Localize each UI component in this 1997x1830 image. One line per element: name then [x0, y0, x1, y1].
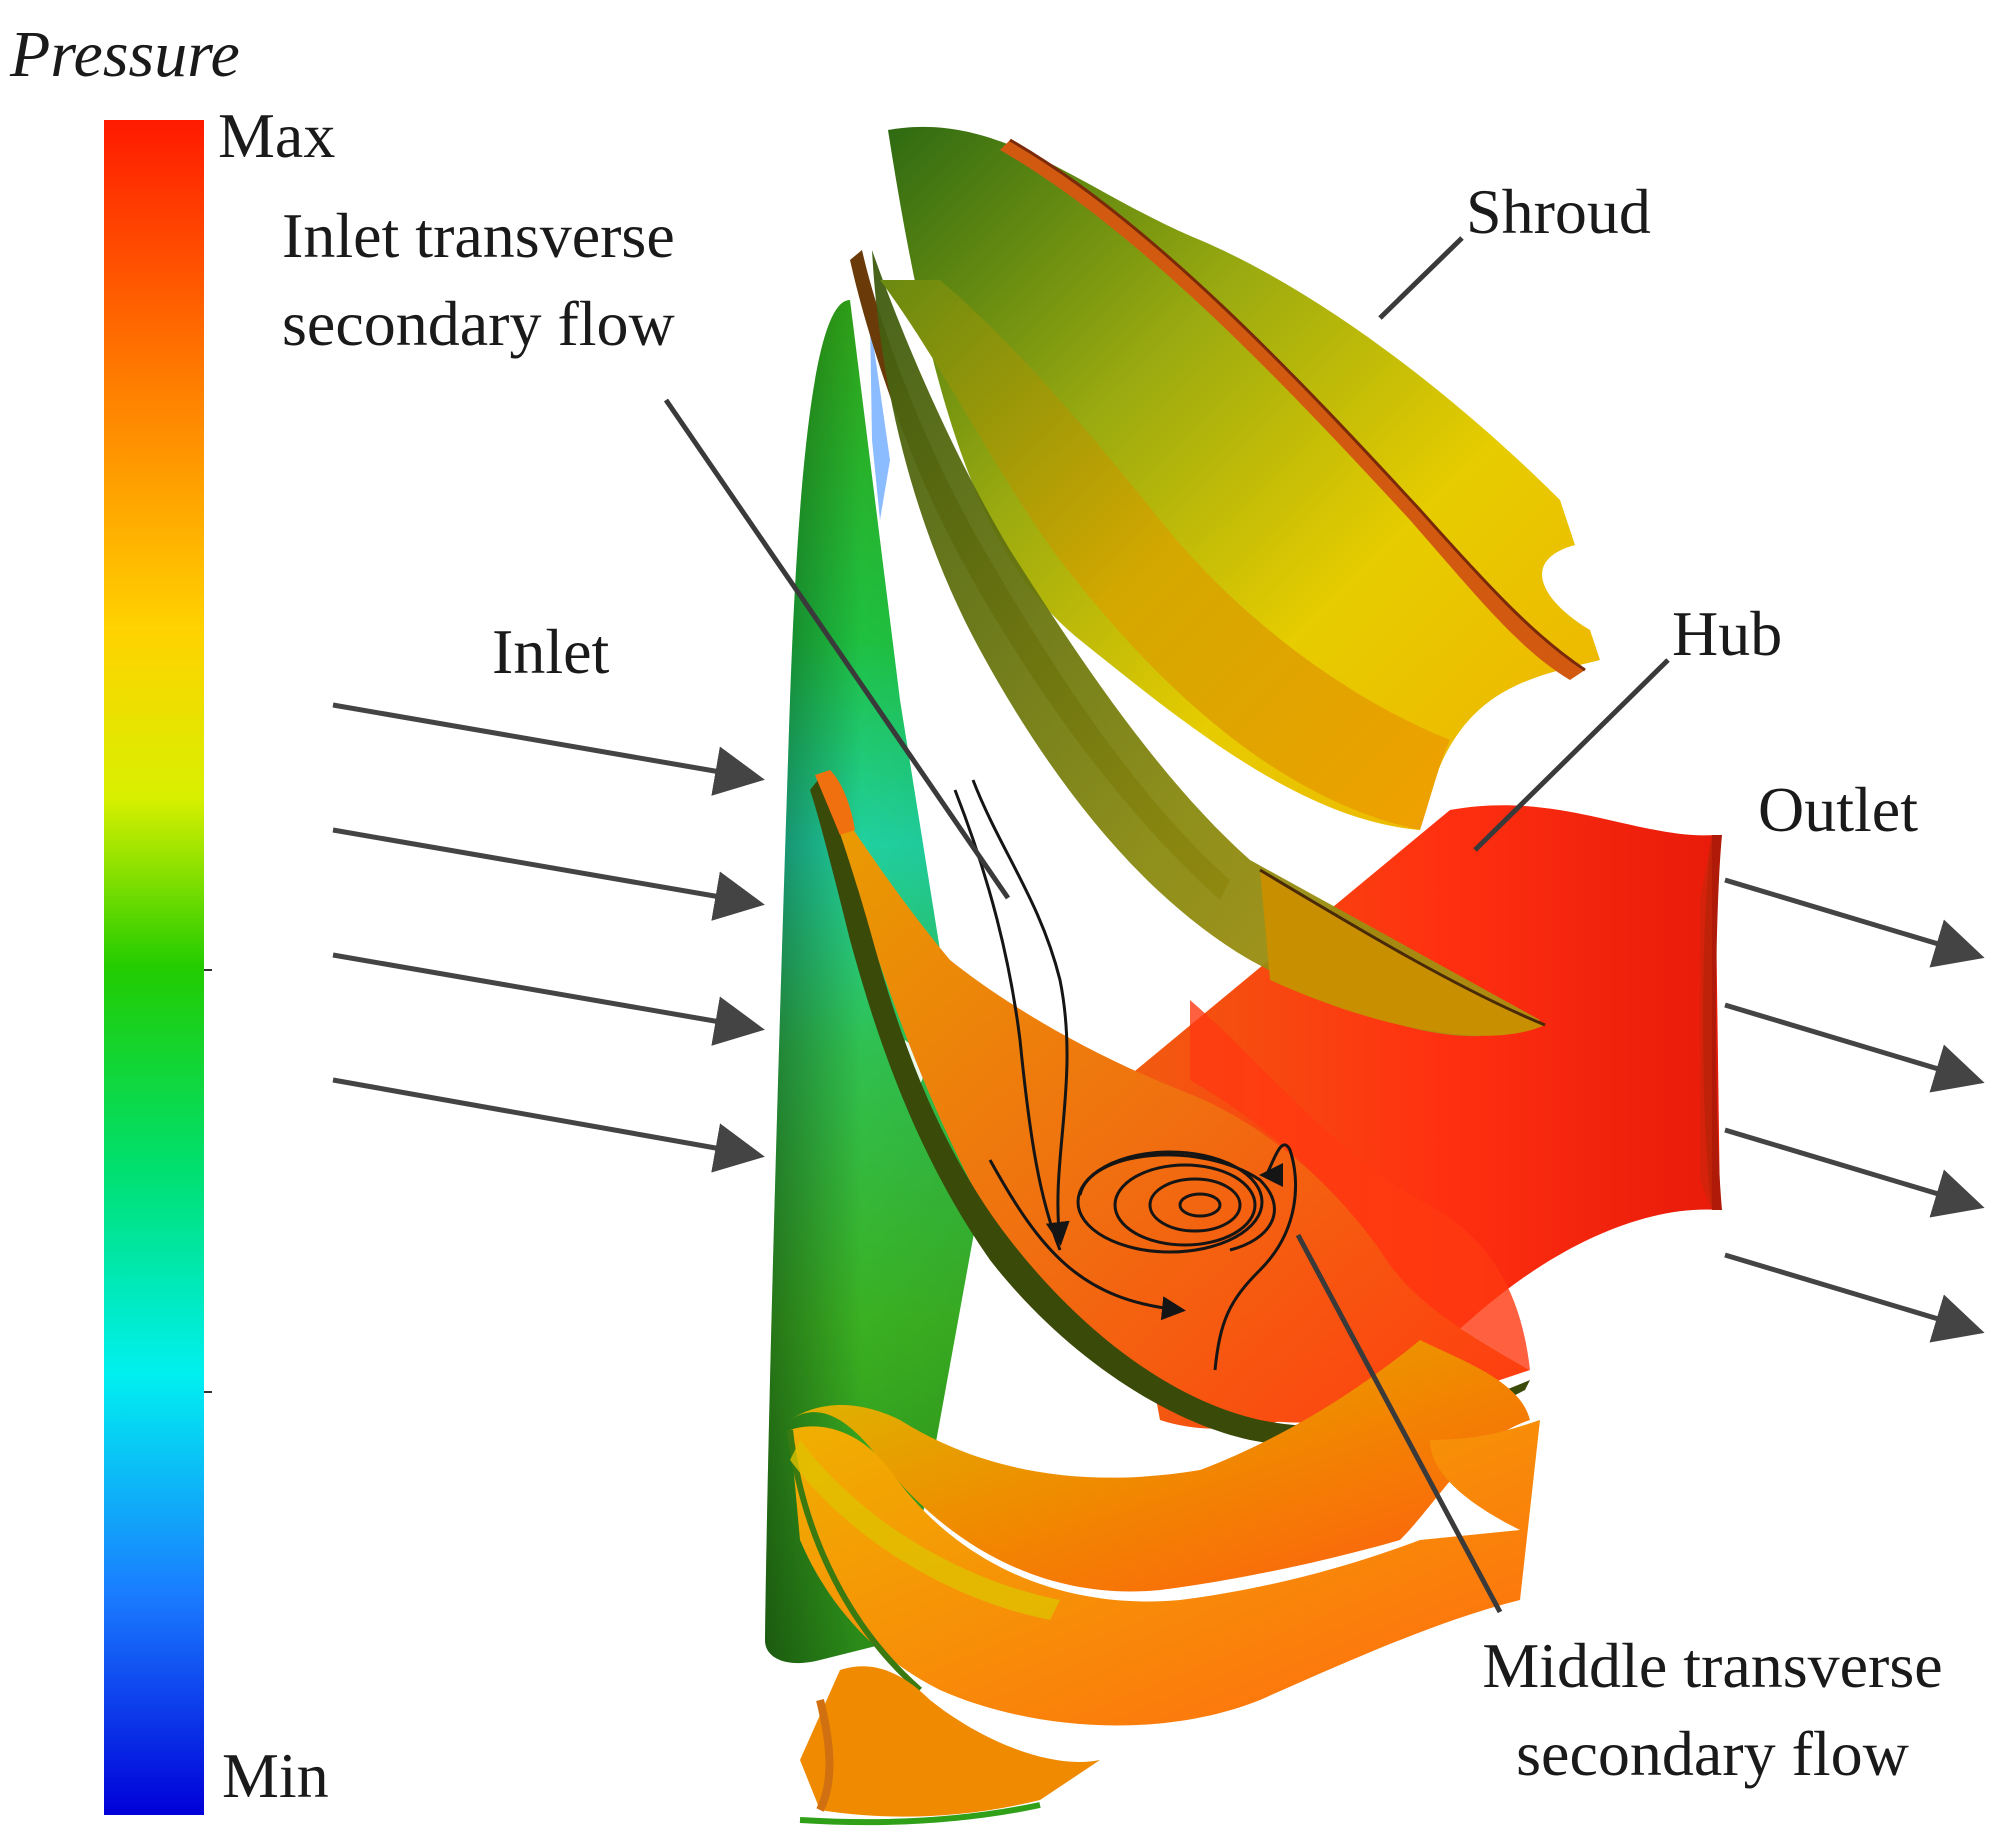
- shroud-label: Shroud: [1466, 176, 1651, 247]
- inlet-transverse-label: Inlet transverse secondary flow: [282, 192, 675, 368]
- middle-transverse-line2: secondary flow: [1516, 1718, 1909, 1789]
- pressure-colorbar: [104, 120, 204, 1815]
- secondary-flow-streamlines: [953, 779, 1298, 1371]
- hub-label: Hub: [1672, 598, 1783, 669]
- leader-middle-transverse: [1295, 1233, 1503, 1614]
- leader-inlet-transverse: [663, 398, 1011, 900]
- colorbar-title: Pressure: [10, 18, 240, 91]
- colorbar-min-label: Min: [222, 1740, 329, 1811]
- inlet-arrows: [332, 702, 765, 1173]
- inlet-label: Inlet: [492, 616, 610, 687]
- middle-transverse-label: Middle transverse secondary flow: [1445, 1622, 1980, 1798]
- outlet-label: Outlet: [1758, 774, 1918, 845]
- leader-shroud: [1378, 236, 1464, 320]
- middle-transverse-line1: Middle transverse: [1482, 1630, 1943, 1701]
- shroud-blade: [888, 126, 1600, 831]
- inlet-transverse-line2: secondary flow: [282, 288, 675, 359]
- colorbar-max-label: Max: [218, 100, 336, 171]
- lower-blade: [790, 1340, 1530, 1592]
- blade-passage: [820, 780, 1530, 1423]
- middle-blade: [880, 280, 1450, 830]
- inlet-transverse-line1: Inlet transverse: [282, 200, 675, 271]
- outlet-arrows: [1724, 877, 1985, 1343]
- leader-hub: [1473, 658, 1670, 852]
